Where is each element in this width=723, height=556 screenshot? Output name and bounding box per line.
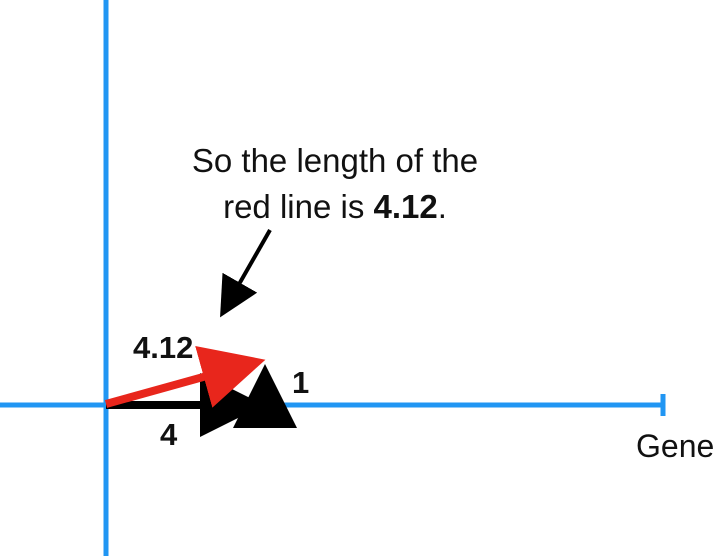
horizontal-leg-label: 4 (160, 417, 178, 452)
callout-line-2-suffix: . (437, 188, 447, 225)
vertical-leg-label: 1 (292, 365, 310, 400)
callout-line-2-prefix: red line is (223, 188, 374, 225)
hypotenuse-arrow (104, 346, 266, 408)
x-axis-label: Gene (636, 428, 715, 464)
hypotenuse-label: 4.12 (133, 330, 194, 365)
callout-text: So the length of the red line is 4.12. (135, 138, 535, 230)
callout-line-1: So the length of the (191, 142, 479, 179)
callout-value: 4.12 (373, 188, 438, 225)
callout-pointer-arrow (220, 229, 272, 318)
callout-line-2: red line is 4.12. (135, 184, 535, 230)
